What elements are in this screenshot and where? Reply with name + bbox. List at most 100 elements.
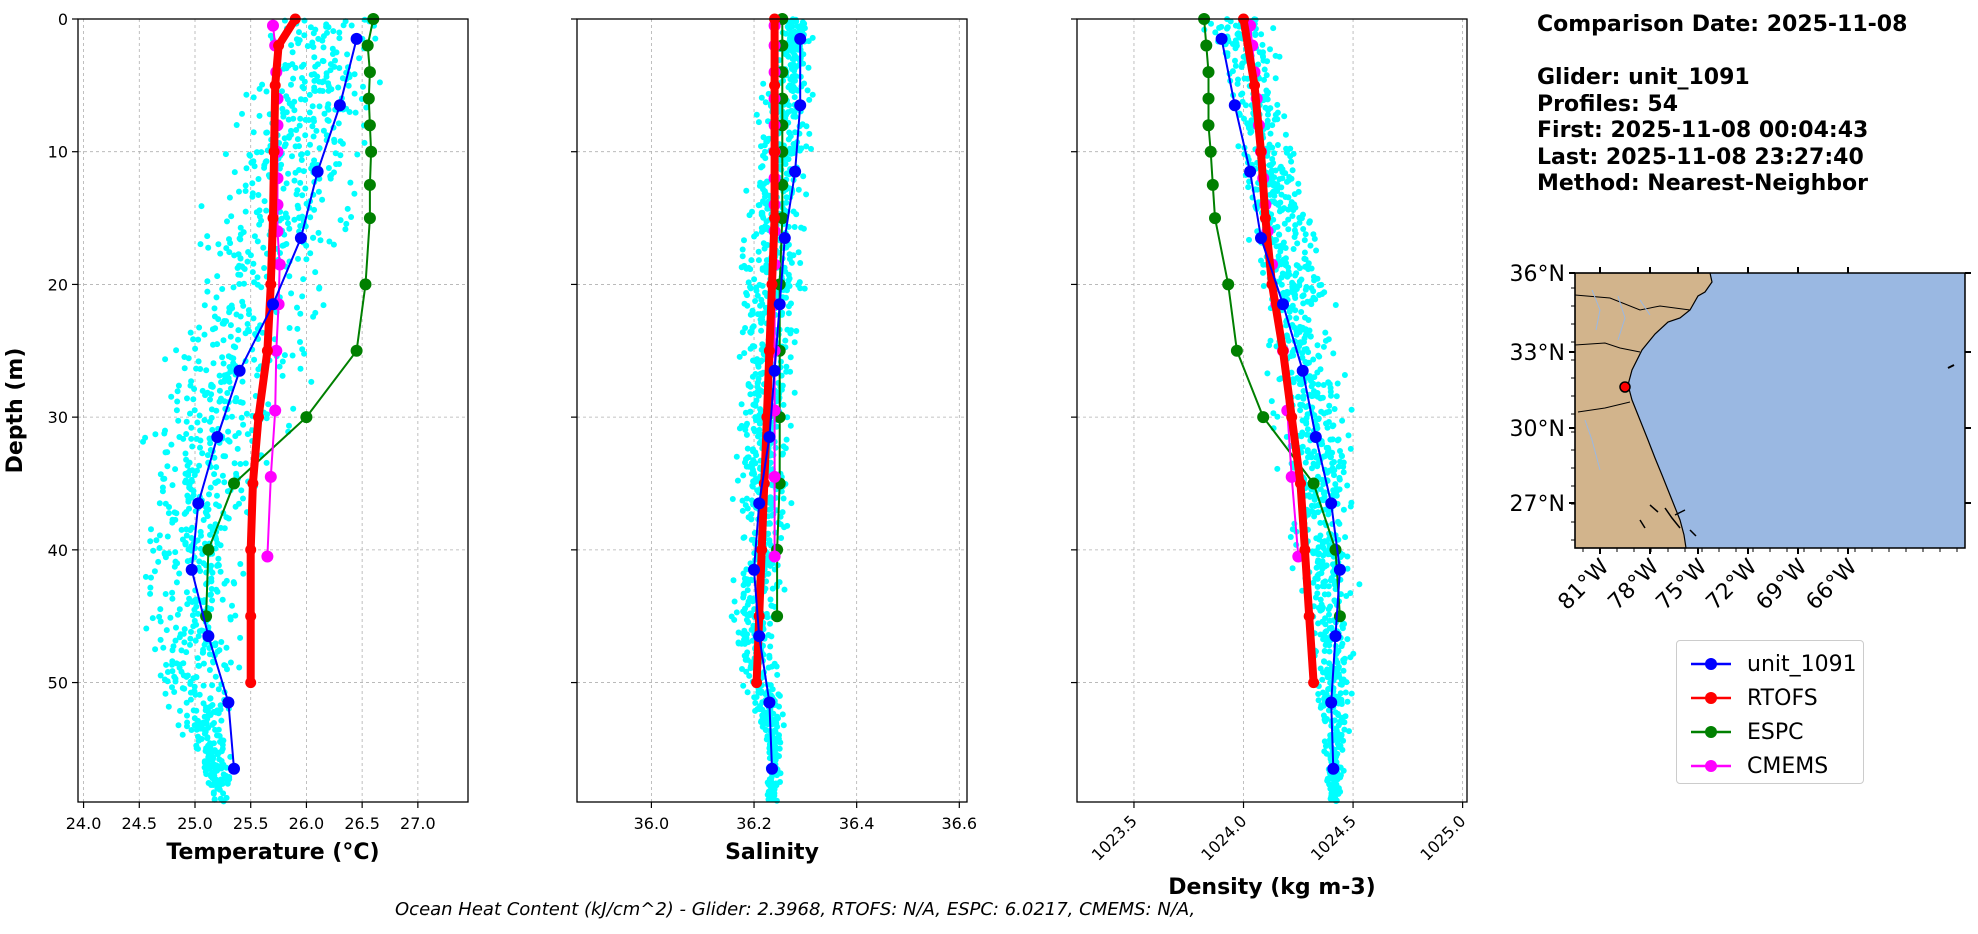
- scatter-point: [767, 494, 774, 501]
- scatter-point: [237, 561, 244, 567]
- scatter-point: [164, 463, 171, 470]
- scatter-point: [207, 440, 214, 447]
- scatter-point: [171, 689, 178, 695]
- scatter-point: [173, 407, 180, 414]
- scatter-point: [376, 79, 383, 86]
- scatter-point: [195, 633, 202, 640]
- scatter-point: [228, 302, 235, 309]
- scatter-point: [1274, 413, 1281, 420]
- series-line: [1220, 37, 1341, 770]
- glider-name: Glider: unit_1091: [1537, 65, 1750, 90]
- scatter-point: [1310, 231, 1317, 238]
- scatter-point: [780, 495, 787, 502]
- scatter-point: [294, 136, 301, 143]
- scatter-point: [764, 242, 771, 248]
- scatter-point: [740, 472, 747, 479]
- scatter-point: [761, 142, 768, 149]
- scatter-point: [1294, 262, 1301, 269]
- scatter-point: [288, 81, 294, 88]
- data-point: [211, 431, 224, 443]
- scatter-point: [1344, 636, 1351, 643]
- scatter-point: [223, 514, 230, 521]
- scatter-point: [1329, 465, 1336, 472]
- scatter-point: [320, 302, 327, 309]
- scatter-point: [301, 350, 308, 357]
- profile-count: Profiles: 54: [1537, 91, 1679, 117]
- scatter-point: [160, 644, 167, 651]
- scatter-point: [263, 129, 270, 136]
- scatter-point: [319, 196, 326, 203]
- legend-item: CMEMS: [1677, 749, 1863, 783]
- scatter-point: [729, 496, 736, 502]
- data-point: [1244, 165, 1257, 178]
- scatter-point: [756, 182, 763, 189]
- scatter-point: [156, 545, 163, 551]
- scatter-point: [352, 109, 359, 116]
- scatter-point: [1259, 41, 1266, 48]
- scatter-point: [743, 456, 749, 463]
- scatter-point: [207, 703, 214, 710]
- scatter-point: [1339, 551, 1346, 558]
- data-point: [361, 39, 374, 52]
- scatter-point: [236, 664, 243, 671]
- scatter-point: [1299, 326, 1306, 333]
- scatter-point: [772, 728, 779, 735]
- scatter-point: [1239, 61, 1246, 67]
- scatter-point: [188, 378, 195, 385]
- scatter-point: [297, 339, 303, 345]
- scatter-point: [1246, 236, 1252, 243]
- scatter-point: [752, 699, 759, 706]
- scatter-point: [1322, 337, 1329, 344]
- scatter-point: [784, 414, 791, 421]
- scatter-point: [1325, 583, 1332, 590]
- scatter-point: [187, 527, 194, 534]
- scatter-point: [219, 472, 226, 479]
- scatter-point: [1340, 676, 1347, 683]
- scatter-point: [1332, 302, 1339, 308]
- scatter-point: [325, 24, 332, 31]
- scatter-point: [1333, 731, 1340, 738]
- scatter-point: [1339, 417, 1346, 424]
- scatter-point: [1299, 350, 1306, 357]
- data-point: [1200, 39, 1213, 52]
- data-point: [751, 677, 763, 689]
- scatter-point: [200, 660, 207, 667]
- scatter-point: [219, 286, 226, 292]
- scatter-point: [1332, 481, 1339, 488]
- scatter-point: [1339, 623, 1346, 629]
- scatter-point: [256, 85, 263, 92]
- data-point: [270, 344, 283, 357]
- scatter-point: [765, 570, 772, 577]
- scatter-point: [231, 169, 238, 176]
- y-tick-label: 50: [48, 674, 68, 693]
- scatter-point: [753, 287, 760, 294]
- scatter-point: [218, 395, 224, 402]
- scatter-point: [351, 90, 358, 97]
- scatter-point: [1301, 237, 1308, 244]
- scatter-point: [766, 560, 773, 566]
- scatter-point: [744, 445, 751, 452]
- scatter-point: [788, 29, 795, 36]
- scatter-point: [200, 700, 207, 707]
- data-point: [247, 478, 259, 489]
- scatter-point: [223, 644, 230, 651]
- scatter-point: [300, 168, 307, 175]
- scatter-point: [344, 51, 351, 58]
- scatter-point: [221, 378, 228, 385]
- scatter-point: [1330, 350, 1337, 357]
- map-land: [1574, 272, 1713, 549]
- scatter-point: [285, 116, 292, 123]
- data-point: [1333, 563, 1346, 576]
- data-point: [359, 278, 372, 291]
- scatter-point: [733, 609, 740, 616]
- scatter-point: [809, 91, 816, 98]
- scatter-point: [281, 135, 288, 142]
- scatter-point: [164, 669, 171, 675]
- scatter-point: [168, 441, 175, 448]
- scatter-point: [757, 387, 764, 394]
- scatter-point: [177, 631, 184, 638]
- scatter-point: [281, 352, 288, 359]
- scatter-point: [184, 395, 190, 402]
- scatter-point: [1234, 80, 1241, 87]
- scatter-point: [1336, 520, 1343, 527]
